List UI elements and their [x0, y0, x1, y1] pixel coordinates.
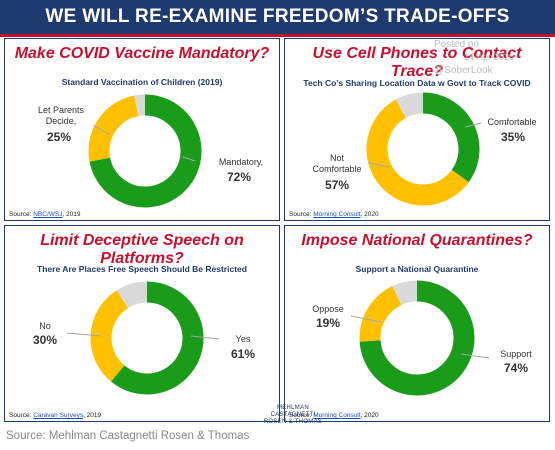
panel-contact-trace: Use Cell Phones to Contact Trace? Tech C… — [284, 38, 550, 221]
source-note: Source: Morning Consult, 2020 — [289, 211, 379, 218]
donut-slice-mandatory — [89, 94, 202, 208]
donut-chart-vaccine — [88, 94, 202, 208]
leader-line — [190, 335, 220, 340]
panel-vaccine: Make COVID Vaccine Mandatory? Standard V… — [4, 38, 280, 221]
donut-slice-unanswered — [116, 281, 148, 309]
panel-subtitle: Support a National Quarantine — [355, 264, 479, 274]
donut-slice-unanswered — [134, 94, 146, 117]
donut-chart-quarantine — [350, 280, 490, 396]
donut-slice-oppose — [359, 285, 402, 342]
slice-value-support: 74% — [503, 361, 529, 375]
donut-chart-speech — [66, 281, 220, 395]
source-link[interactable]: Morning Consult — [313, 412, 361, 419]
leader-line — [350, 315, 382, 323]
slice-value-not-comfortable: 57% — [324, 178, 350, 192]
watermark-date: 14-Apr-2020 — [464, 52, 515, 62]
panel-subtitle: Standard Vaccination of Children (2019) — [61, 77, 223, 87]
slice-label-support: Support — [500, 349, 532, 359]
image-source-caption: Source: Mehlman Castagnetti Rosen & Thom… — [6, 430, 250, 442]
infographic-slide: WE WILL RE-EXAMINE FREEDOM’S TRADE-OFFS … — [0, 0, 555, 426]
slice-value-parents: 25% — [46, 130, 72, 144]
slice-label-comfortable: Comfortable — [487, 117, 537, 127]
slice-label-mandatory: Mandatory, — [218, 157, 264, 167]
logo-line2: ROSEN & THOMAS — [263, 419, 323, 425]
source-note: Source: Morning Consult, 2020 — [289, 412, 379, 419]
donut-slice-comfortable — [422, 92, 480, 183]
panel-title: Make COVID Vaccine Mandatory? — [14, 45, 270, 62]
source-note: Source: NBC/WSJ, 2019 — [9, 211, 81, 218]
watermark-posted: Posted on — [434, 39, 480, 50]
panel-title: Limit Deceptive Speech on Platforms? — [40, 232, 244, 267]
donut-slice-no — [90, 290, 129, 382]
banner-title: WE WILL RE-EXAMINE FREEDOM’S TRADE-OFFS — [0, 0, 555, 37]
panel-title: Impose National Quarantines? — [301, 232, 533, 249]
donut-slice-support — [359, 280, 475, 396]
panel-deceptive-speech: Limit Deceptive Speech on Platforms? The… — [4, 225, 280, 422]
donut-slice-let-parents-decide — [88, 95, 139, 162]
donut-slice-yes — [111, 281, 204, 395]
leader-line — [368, 162, 390, 168]
slice-label-parents: Let Parents Decide, — [37, 105, 85, 126]
slice-label-yes: Yes — [235, 334, 251, 344]
donut-slice-unanswered — [395, 92, 424, 119]
source-note: Source: Caravan Surveys, 2019 — [9, 412, 102, 419]
leader-line — [182, 156, 196, 162]
leader-line — [460, 353, 490, 359]
slice-value-mandatory: 72% — [226, 170, 252, 184]
watermark: Posted on 14-Apr-2020 @SoberLook — [434, 38, 554, 77]
slice-value-oppose: 19% — [315, 316, 341, 330]
watermark-handle: @SoberLook — [434, 65, 493, 76]
panel-subtitle: There Are Places Free Speech Should Be R… — [37, 264, 247, 274]
publisher-logo: MEHLMAN CASTAGNETTI ROSEN & THOMAS — [258, 405, 328, 426]
donut-chart-contact-trace — [366, 92, 482, 206]
donut-slice-unanswered — [392, 280, 418, 306]
leader-line — [464, 122, 482, 128]
source-link[interactable]: NBC/WSJ — [33, 211, 63, 218]
slice-value-comfortable: 35% — [500, 130, 526, 144]
slice-label-oppose: Oppose — [312, 304, 344, 314]
panel-subtitle: Tech Co’s Sharing Location Data w Govt t… — [303, 78, 531, 88]
slice-label-no: No — [39, 321, 51, 331]
leader-line — [66, 332, 102, 337]
panel-quarantine: Impose National Quarantines? Support a N… — [284, 225, 550, 422]
slice-value-yes: 61% — [230, 347, 256, 361]
slice-label-not-comfortable: Not Comfortable — [312, 153, 362, 174]
donut-slice-not-comfortable — [366, 99, 469, 206]
source-link[interactable]: Caravan Surveys — [33, 412, 84, 419]
logo-line1: MEHLMAN CASTAGNETTI — [270, 405, 316, 418]
source-link[interactable]: Morning Consult — [313, 211, 361, 218]
slice-value-no: 30% — [32, 333, 58, 347]
panel-title: Use Cell Phones to Contact Trace? — [312, 45, 522, 80]
leader-line — [92, 124, 111, 136]
